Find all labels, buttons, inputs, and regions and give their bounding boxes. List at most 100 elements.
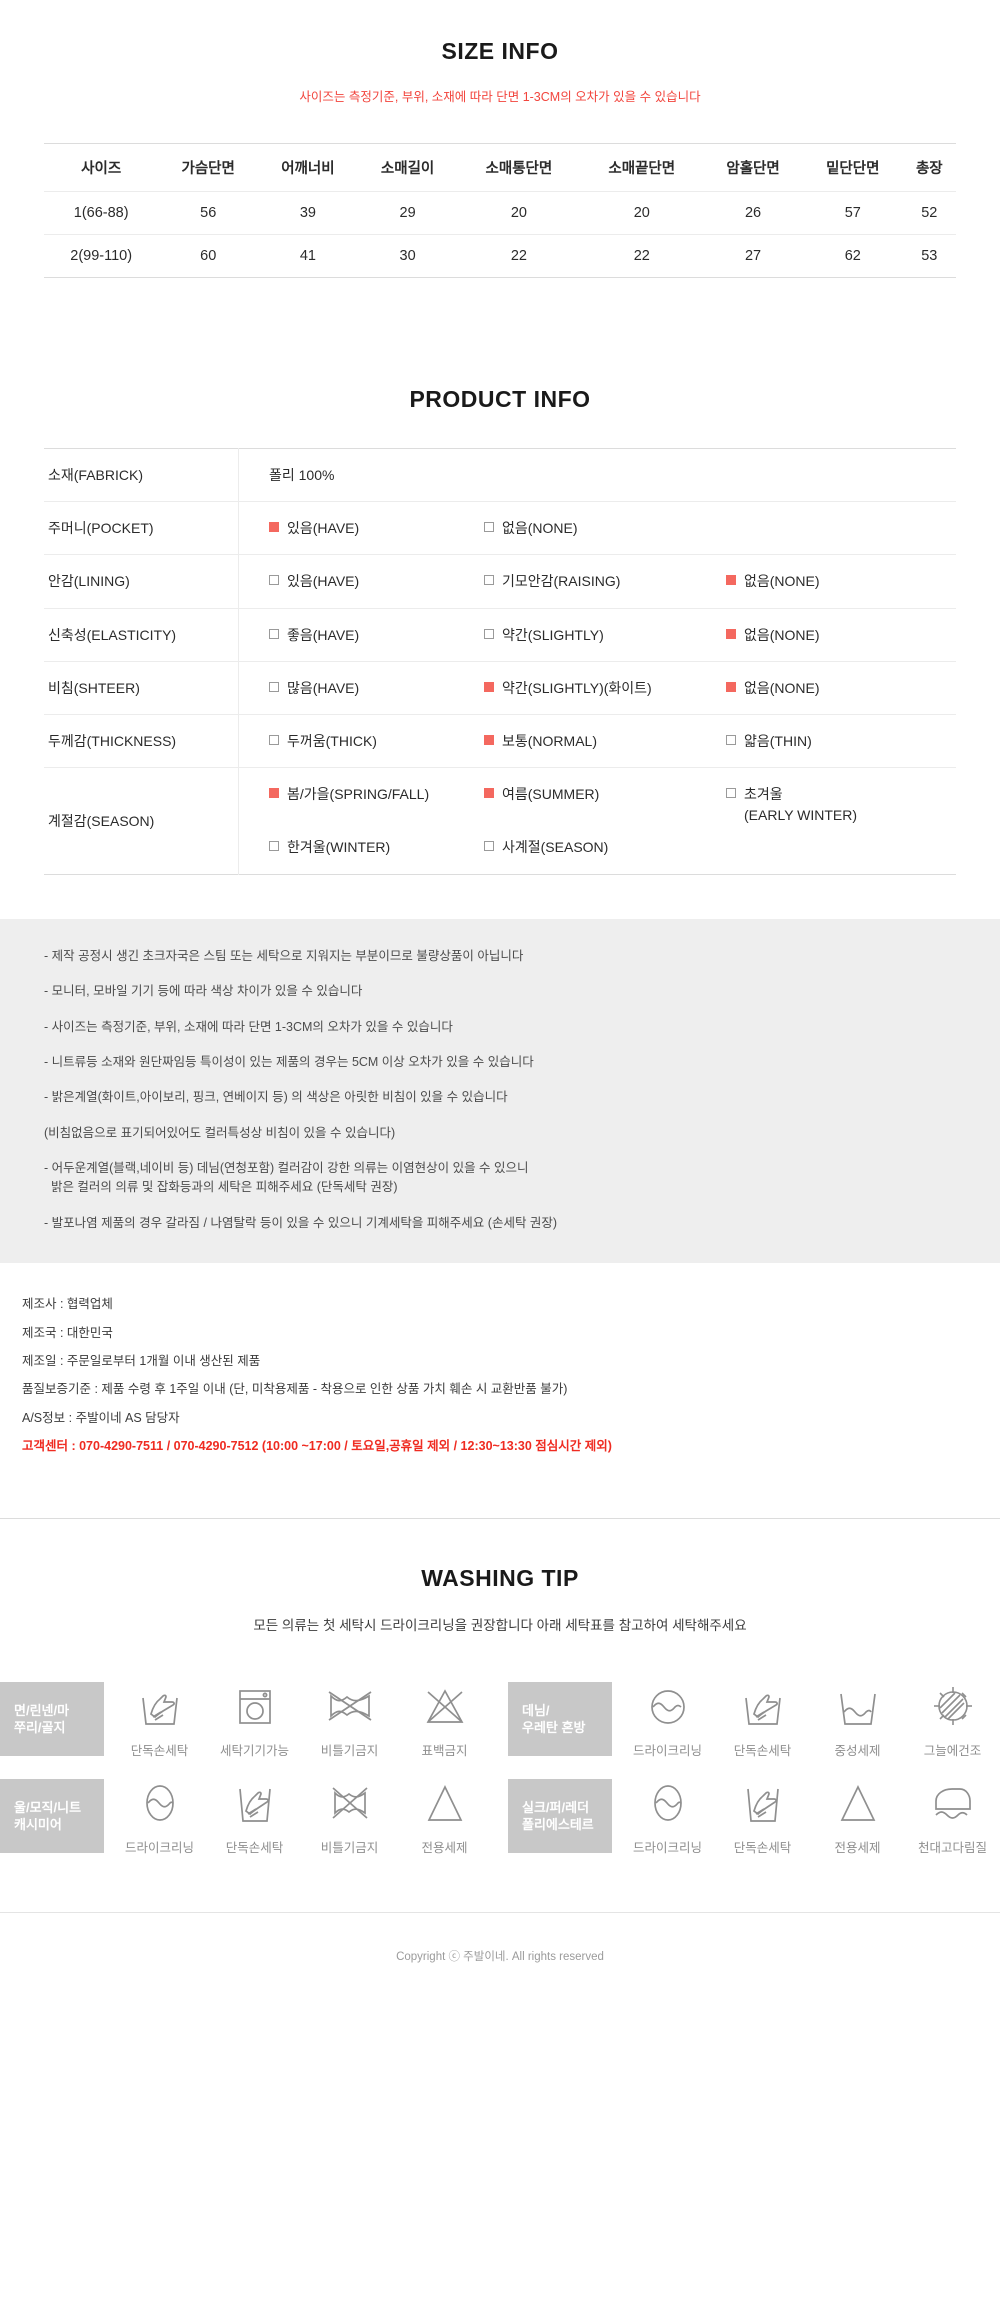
notice-line: - 발포나염 제품의 경우 갈라짐 / 나염탈락 등이 있을 수 있으니 기계세… [44, 1215, 558, 1230]
checkbox-icon[interactable] [484, 788, 494, 799]
row-label: 비침(SHTEER) [44, 661, 239, 715]
size-col-header: 밑단단면 [802, 143, 903, 192]
washing-icon-label: 드라이크리닝 [124, 1841, 194, 1856]
option-pocket-have[interactable]: 있음(HAVE) [269, 518, 484, 538]
option-thickness-normal[interactable]: 보통(NORMAL) [484, 731, 726, 751]
maker-line: A/S정보 : 주발이네 AS 담당자 [22, 1410, 180, 1425]
row-value: 많음(HAVE) 약간(SLIGHTLY)(화이트) 없음(NONE) [239, 661, 957, 714]
size-table: 사이즈 가슴단면 어깨너비 소매길이 소매통단면 소매끝단면 암홀단면 밑단단면… [44, 143, 956, 278]
checkbox-icon[interactable] [269, 735, 279, 746]
no-wring-icon [325, 1777, 375, 1829]
machine-wash-icon [232, 1680, 278, 1732]
washing-icon-label: 전용세제 [834, 1841, 881, 1856]
no-wring-icon [325, 1680, 375, 1732]
dry-clean-icon [645, 1680, 691, 1732]
notice-line: - 니트류등 소재와 원단짜임등 특이성이 있는 제품의 경우는 5CM 이상 … [44, 1054, 534, 1069]
option-lining-raising[interactable]: 기모안감(RAISING) [484, 571, 726, 591]
washing-icon-label: 중성세제 [834, 1744, 881, 1759]
option-lining-none[interactable]: 없음(NONE) [726, 571, 956, 591]
option-season-early-winter[interactable]: 초겨울 (EARLY WINTER) [726, 784, 956, 826]
option-sheer-slightly[interactable]: 약간(SLIGHTLY)(화이트) [484, 678, 726, 698]
checkbox-icon[interactable] [484, 735, 494, 746]
option-sheer-none[interactable]: 없음(NONE) [726, 678, 956, 698]
option-elasticity-slightly[interactable]: 약간(SLIGHTLY) [484, 625, 726, 645]
option-season-spring-fall[interactable]: 봄/가을(SPRING/FALL) [269, 784, 484, 804]
size-cell: 56 [158, 191, 259, 235]
copyright-text: Copyright ⓒ 주발이네. All rights reserved [396, 1951, 604, 1964]
option-pocket-none[interactable]: 없음(NONE) [484, 518, 726, 538]
checkbox-icon[interactable] [484, 628, 494, 639]
option-label: 많음(HAVE) [287, 679, 360, 696]
product-info-table: 소재(FABRICK) 폴리 100% 주머니(POCKET) 있음(HAVE) [44, 448, 956, 875]
washing-icon-label: 단독손세탁 [733, 1841, 792, 1856]
size-info-title: SIZE INFO [441, 38, 559, 64]
size-cell: 29 [357, 191, 458, 235]
dry-in-shade-icon [930, 1680, 976, 1732]
option-label: 있음(HAVE) [287, 520, 360, 536]
size-col-header: 사이즈 [44, 143, 159, 192]
hand-wash-icon [740, 1777, 786, 1829]
row-value: 있음(HAVE) 기모안감(RAISING) 없음(NONE) [239, 555, 957, 608]
washing-icon-item: 단독손세탁 [715, 1777, 810, 1856]
row-value: 두꺼움(THICK) 보통(NORMAL) 얇음(THIN) [239, 715, 957, 768]
washing-icon-label: 단독손세탁 [130, 1744, 189, 1759]
row-label: 안감(LINING) [44, 554, 239, 609]
checkbox-icon[interactable] [269, 628, 279, 639]
washing-icon-item: 드라이크리닝 [620, 1777, 715, 1856]
checkbox-icon[interactable] [269, 788, 279, 799]
checkbox-icon[interactable] [484, 841, 494, 852]
customer-center-line: 고객센터 : 070-4290-7511 / 070-4290-7512 (10… [22, 1439, 612, 1454]
washing-icon-item: 천대고다림질 [905, 1777, 1000, 1856]
checkbox-icon[interactable] [726, 681, 736, 692]
washing-row: 면/린넨/마 쭈리/골지 단독손세탁 세탁기기가능 [0, 1680, 1000, 1759]
option-thickness-thick[interactable]: 두꺼움(THICK) [269, 731, 484, 751]
option-season-summer[interactable]: 여름(SUMMER) [484, 784, 726, 804]
checkbox-icon[interactable] [484, 575, 494, 586]
option-label: 없음(NONE) [744, 679, 820, 696]
washing-group-silk: 실크/퍼/레더 폴리에스테르 드라이크리닝 단독손세탁 [508, 1777, 1000, 1856]
option-thickness-thin[interactable]: 얇음(THIN) [726, 731, 956, 751]
maker-line: 품질보증기준 : 제품 수령 후 1주일 이내 (단, 미착용제품 - 착용으로… [22, 1382, 568, 1397]
checkbox-icon[interactable] [726, 628, 736, 639]
checkbox-icon[interactable] [726, 575, 736, 586]
option-lining-have[interactable]: 있음(HAVE) [269, 571, 484, 591]
row-label: 소재(FABRICK) [44, 448, 239, 502]
size-cell: 30 [399, 248, 416, 264]
checkbox-icon[interactable] [269, 841, 279, 852]
product-info-section: PRODUCT INFO 소재(FABRICK) 폴리 100% 주머니(POC… [0, 386, 1000, 875]
option-elasticity-none[interactable]: 없음(NONE) [726, 625, 956, 645]
washing-icon-item: 세탁기기가능 [207, 1680, 302, 1759]
option-label: 약간(SLIGHTLY) [502, 626, 604, 643]
notice-line: - 제작 공정시 생긴 초크자국은 스팀 또는 세탁으로 지워지는 부분이므로 … [44, 948, 524, 963]
size-col-header: 가슴단면 [158, 143, 259, 192]
maker-line: 제조일 : 주문일로부터 1개월 이내 생산된 제품 [22, 1353, 261, 1368]
option-label: 좋음(HAVE) [287, 626, 360, 643]
option-label: 없음(NONE) [744, 626, 820, 643]
size-cell: 53 [921, 248, 938, 264]
washing-icon-item: 표백금지 [397, 1680, 492, 1759]
fabric-value: 폴리 100% [269, 467, 335, 483]
iron-with-cloth-icon [928, 1777, 978, 1829]
checkbox-icon[interactable] [726, 735, 736, 746]
dry-clean-oval-icon [645, 1777, 691, 1829]
hand-wash-icon [232, 1777, 278, 1829]
option-elasticity-good[interactable]: 좋음(HAVE) [269, 625, 484, 645]
size-cell: 60 [200, 248, 217, 264]
size-cell: 20 [580, 191, 704, 235]
notice-line: - 모니터, 모바일 기기 등에 따라 색상 차이가 있을 수 있습니다 [44, 984, 363, 999]
option-label: 한겨울(WINTER) [287, 839, 391, 856]
option-label: 얇음(THIN) [744, 733, 812, 750]
option-season-winter[interactable]: 한겨울(WINTER) [269, 837, 484, 857]
option-season-all-season[interactable]: 사계절(SEASON) [484, 837, 726, 857]
checkbox-icon[interactable] [269, 681, 279, 692]
checkbox-icon[interactable] [269, 575, 279, 586]
checkbox-icon[interactable] [484, 522, 494, 532]
option-sheer-much[interactable]: 많음(HAVE) [269, 678, 484, 698]
notice-line: - 어두운계열(블랙,네이비 등) 데님(연청포함) 컬러감이 강한 의류는 이… [44, 1161, 529, 1195]
checkbox-icon[interactable] [269, 522, 279, 532]
size-cell: 62 [844, 248, 861, 264]
checkbox-icon[interactable] [484, 681, 494, 692]
washing-icon-item: 단독손세탁 [112, 1680, 207, 1759]
row-value: 폴리 100% [239, 449, 957, 502]
checkbox-icon[interactable] [726, 788, 736, 799]
